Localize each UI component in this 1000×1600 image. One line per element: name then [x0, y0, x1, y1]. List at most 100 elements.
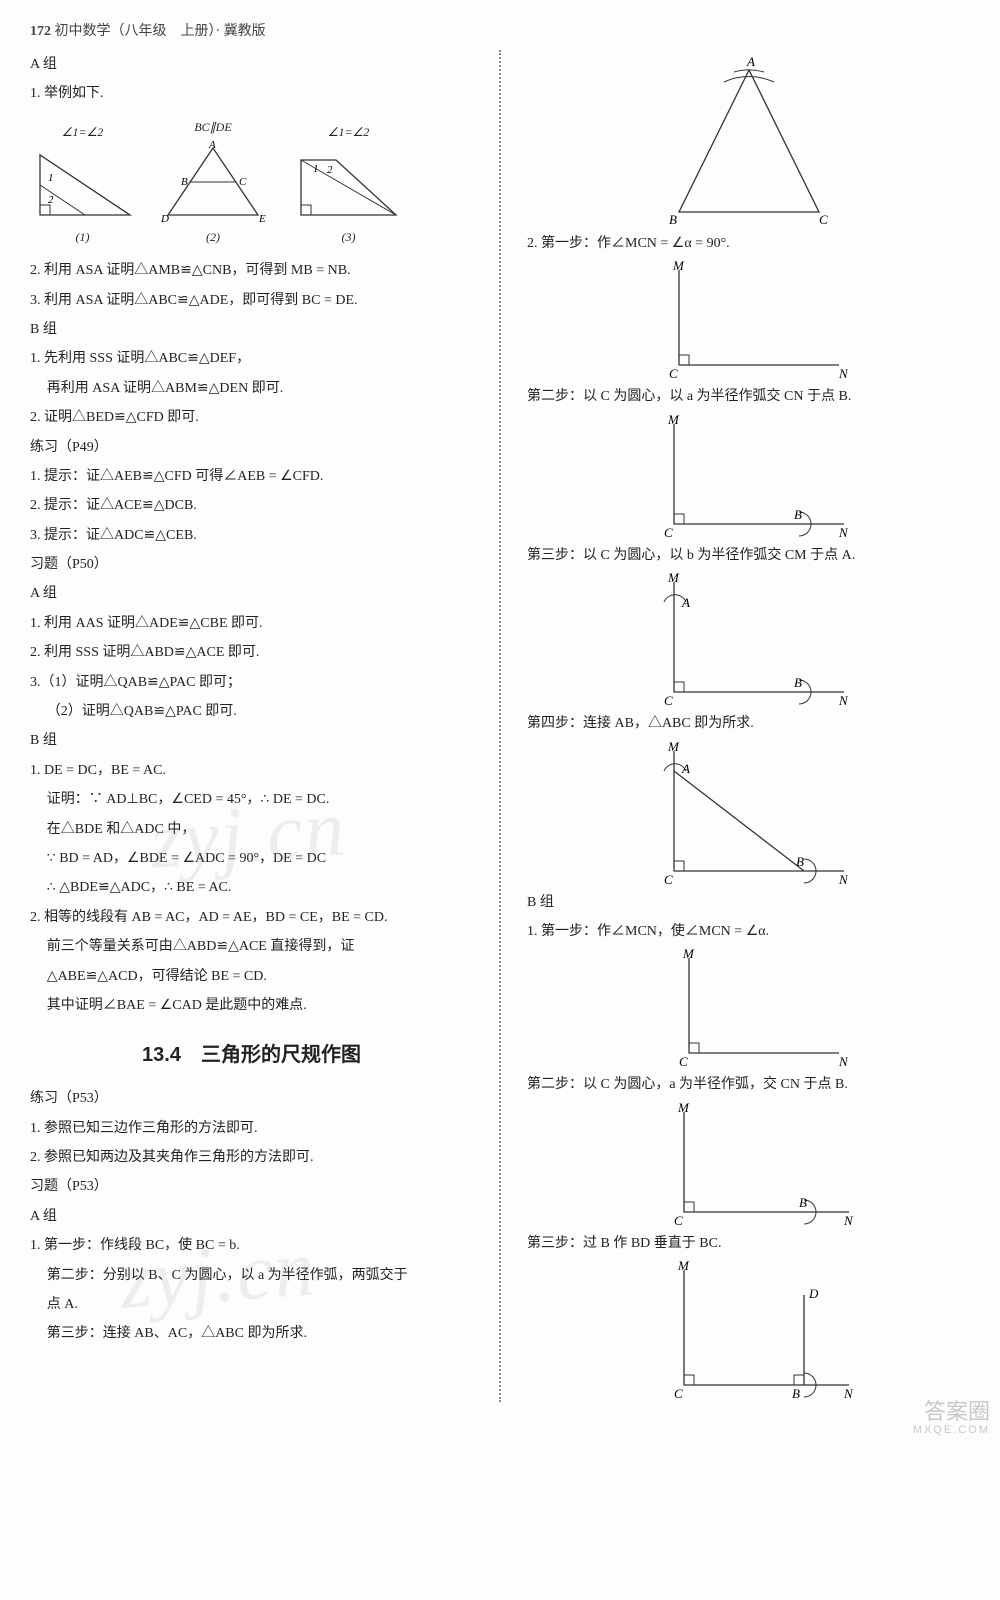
rb1a: 1. 第一步：作∠MCN，使∠MCN = ∠α.	[527, 917, 970, 946]
fig3-svg: 1 2	[291, 145, 406, 225]
svg-text:D: D	[160, 213, 169, 225]
svg-text:M: M	[677, 1260, 690, 1273]
svg-text:C: C	[819, 212, 828, 227]
triangle-svg: A B C	[639, 52, 859, 227]
svg-text:1: 1	[48, 172, 54, 184]
svg-text:B: B	[792, 1386, 800, 1400]
figure-3: ∠1=∠2 1 2 (3)	[291, 120, 406, 250]
svg-text:M: M	[667, 741, 680, 754]
svg-text:A: A	[208, 140, 216, 151]
figure-1: ∠1=∠2 1 2 (1)	[30, 120, 135, 250]
item-b2: 2. 证明△BED≌△CFD 即可.	[30, 403, 473, 432]
r2-step1: 2. 第一步：作∠MCN = ∠α = 90°.	[527, 229, 970, 258]
fig1-label: ∠1=∠2	[30, 120, 135, 145]
svg-text:N: N	[838, 366, 849, 380]
svg-text:C: C	[679, 1054, 688, 1068]
svg-text:C: C	[664, 525, 673, 539]
svg-text:N: N	[838, 1054, 849, 1068]
p49-2: 2. 提示：证△ACE≌△DCB.	[30, 491, 473, 520]
item-b1a: 1. 先利用 SSS 证明△ABC≌△DEF，	[30, 344, 473, 373]
svg-text:B: B	[794, 507, 802, 522]
fig3-sub: (3)	[291, 225, 406, 250]
y2d: 其中证明∠BAE = ∠CAD 是此题中的难点.	[30, 991, 473, 1020]
p49-1: 1. 提示：证△AEB≌△CFD 可得∠AEB = ∠CFD.	[30, 462, 473, 491]
p53-1: 1. 参照已知三边作三角形的方法即可.	[30, 1114, 473, 1143]
svg-text:M: M	[667, 414, 680, 427]
svg-text:D: D	[808, 1286, 819, 1301]
x3b: （2）证明△QAB≌△PAC 即可.	[30, 697, 473, 726]
bd-perp-svg: M D C B N	[634, 1260, 864, 1400]
footer-sub: MXQE.COM	[913, 1424, 990, 1436]
svg-text:M: M	[682, 948, 695, 961]
fig2-sub: (2)	[153, 225, 273, 250]
angle-mcn-diagram: M C N	[527, 260, 970, 380]
svg-text:N: N	[838, 872, 849, 886]
svg-text:A: A	[746, 54, 755, 69]
svg-text:B: B	[669, 212, 677, 227]
figure-row: ∠1=∠2 1 2 (1) BC∥DE A B C	[30, 115, 473, 250]
section-title: 13.4 三角形的尺规作图	[30, 1034, 473, 1076]
right-column: A B C 2. 第一步：作∠MCN = ∠α = 90°. M C N 第二步…	[527, 50, 970, 1402]
svg-text:2: 2	[48, 194, 54, 206]
rb1c: 第三步：过 B 作 BD 垂直于 BC.	[527, 1229, 970, 1258]
svg-text:M: M	[677, 1102, 690, 1115]
svg-text:C: C	[664, 872, 673, 886]
practice-p49: 练习（P49）	[30, 433, 473, 462]
svg-text:C: C	[664, 693, 673, 707]
fig2-svg: A B C D E	[153, 140, 273, 225]
bd-perp-diagram: M D C B N	[527, 1260, 970, 1400]
svg-text:C: C	[239, 176, 247, 188]
y2c: △ABE≌△ACD，可得结论 BE = CD.	[30, 962, 473, 991]
practice-p53: 练习（P53）	[30, 1084, 473, 1113]
svg-text:B: B	[181, 176, 188, 188]
svg-text:M: M	[672, 260, 685, 273]
item-b1b: 再利用 ASA 证明△ABM≌△DEN 即可.	[30, 374, 473, 403]
mcn-alpha-diagram: M C N	[527, 948, 970, 1068]
fig3-label: ∠1=∠2	[291, 120, 406, 145]
x2: 2. 利用 SSS 证明△ABD≌△ACE 即可.	[30, 638, 473, 667]
p53-2: 2. 参照已知两边及其夹角作三角形的方法即可.	[30, 1143, 473, 1172]
group-b-label: B 组	[30, 315, 473, 344]
y1a: 1. DE = DC，BE = AC.	[30, 756, 473, 785]
svg-text:B: B	[796, 854, 804, 869]
footer-main: 答案圈	[924, 1399, 990, 1424]
mcn-arc-b-svg: M C B N	[634, 1102, 864, 1227]
item-a1: 1. 举例如下.	[30, 79, 473, 108]
svg-text:M: M	[667, 572, 680, 585]
ab-svg: M A C B N	[634, 741, 864, 886]
z1c: 点 A.	[30, 1290, 473, 1319]
svg-text:C: C	[674, 1213, 683, 1227]
svg-text:N: N	[838, 693, 849, 707]
svg-text:C: C	[669, 366, 678, 380]
z1b: 第二步：分别以 B、C 为圆心，以 a 为半径作弧，两弧交于	[30, 1261, 473, 1290]
fig1-sub: (1)	[30, 225, 135, 250]
page-title: 初中数学（八年级 上册）· 冀教版	[55, 24, 266, 39]
r2-step4: 第四步：连接 AB，△ABC 即为所求.	[527, 709, 970, 738]
r2-step3: 第三步：以 C 为圆心，以 b 为半径作弧交 CM 于点 A.	[527, 541, 970, 570]
svg-text:N: N	[843, 1213, 854, 1227]
svg-text:A: A	[681, 595, 690, 610]
z1d: 第三步：连接 AB、AC，△ABC 即为所求.	[30, 1319, 473, 1348]
left-column: A 组 1. 举例如下. ∠1=∠2 1 2 (1) BC∥DE	[30, 50, 473, 1402]
svg-text:C: C	[674, 1386, 683, 1400]
y1b: 证明：∵ AD⊥BC，∠CED = 45°，∴ DE = DC.	[30, 785, 473, 814]
y2a: 2. 相等的线段有 AB = AC，AD = AE，BD = CE，BE = C…	[30, 903, 473, 932]
rb1b: 第二步：以 C 为圆心，a 为半径作弧，交 CN 于点 B.	[527, 1070, 970, 1099]
page-header: 172 初中数学（八年级 上册）· 冀教版	[30, 20, 970, 40]
svg-text:B: B	[794, 675, 802, 690]
mcn-arc-b-diagram: M C B N	[527, 1102, 970, 1227]
two-column-layout: A 组 1. 举例如下. ∠1=∠2 1 2 (1) BC∥DE	[30, 50, 970, 1402]
y1c: 在△BDE 和△ADC 中，	[30, 815, 473, 844]
svg-text:N: N	[843, 1386, 854, 1400]
item-a3: 3. 利用 ASA 证明△ABC≌△ADE，即可得到 BC = DE.	[30, 286, 473, 315]
triangle-construction: A B C	[527, 52, 970, 227]
svg-text:B: B	[799, 1195, 807, 1210]
group-a2-label: A 组	[30, 579, 473, 608]
z1a: 1. 第一步：作线段 BC，使 BC = b.	[30, 1231, 473, 1260]
item-a2: 2. 利用 ASA 证明△AMB≌△CNB，可得到 MB = NB.	[30, 256, 473, 285]
arc-cma-svg: M A C B N	[634, 572, 864, 707]
svg-text:1: 1	[313, 163, 319, 175]
r2-step2: 第二步：以 C 为圆心，以 a 为半径作弧交 CN 于点 B.	[527, 382, 970, 411]
exercise-p53: 习题（P53）	[30, 1172, 473, 1201]
arc-cnb-svg: M C B N	[634, 414, 864, 539]
